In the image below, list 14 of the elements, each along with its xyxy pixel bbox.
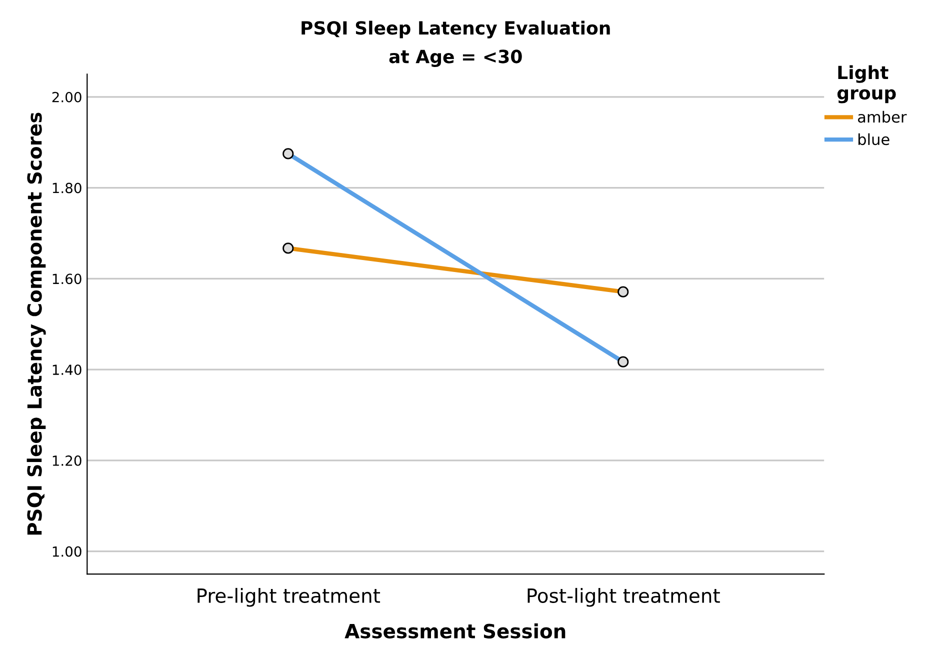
legend-label: amber xyxy=(858,110,907,123)
x-tick-label: Post-light treatment xyxy=(528,588,720,607)
y-tick-label: 1.80 xyxy=(52,182,82,194)
y-tick-label: 2.00 xyxy=(52,92,82,102)
legend-title: Light group xyxy=(837,65,896,104)
x-axis-title: Assessment Session xyxy=(344,623,566,638)
chart-title: PSQI Sleep Latency Evaluation at Age = <30 xyxy=(302,20,610,67)
legend-label: blue xyxy=(858,133,890,146)
x-tick-label: Pre-light treatment xyxy=(198,588,380,607)
y-axis-title: PSQI Sleep Latency Component Scores xyxy=(26,112,46,535)
y-tick-label: 1.00 xyxy=(52,546,82,557)
y-tick-label: 1.20 xyxy=(52,455,82,466)
y-tick-label: 1.40 xyxy=(52,364,82,376)
y-tick-label: 1.60 xyxy=(52,274,82,284)
